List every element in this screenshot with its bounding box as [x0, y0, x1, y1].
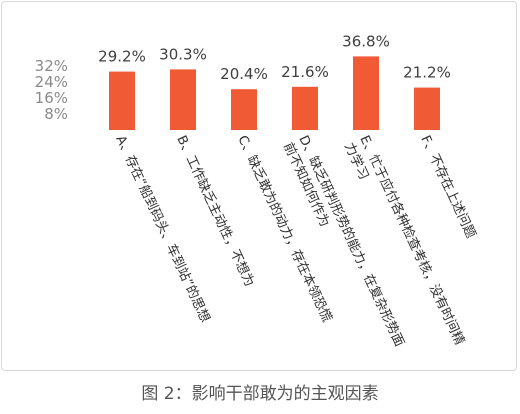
- bar: [109, 71, 135, 130]
- x-tick-label-line: F、不存在上述问题: [417, 133, 478, 240]
- x-tick-label: F、不存在上述问题: [417, 133, 478, 240]
- y-tick-label: 16%: [35, 89, 68, 107]
- data-label: 29.2%: [98, 48, 146, 66]
- bar-chart: 8%16%24%32%29.2%A、存在“船到码头、车到站”的思想30.3%B、…: [35, 32, 478, 349]
- bar: [353, 56, 379, 130]
- data-label: 20.4%: [220, 65, 268, 83]
- bar: [292, 86, 318, 130]
- y-tick-label: 32%: [35, 57, 68, 75]
- figure-caption: 图 2：影响干部敢为的主观因素: [141, 384, 379, 404]
- chart-frame: [1, 1, 517, 371]
- bar: [414, 87, 440, 130]
- bar: [170, 69, 196, 130]
- data-label: 21.2%: [403, 64, 451, 82]
- data-label: 36.8%: [342, 32, 390, 50]
- y-tick-label: 8%: [44, 105, 68, 123]
- x-tick-label-line: E、忙于应付各种检查考核，没有时间精: [356, 133, 467, 348]
- data-label: 21.6%: [281, 63, 329, 81]
- data-label: 30.3%: [159, 45, 207, 63]
- y-tick-label: 24%: [35, 73, 68, 91]
- bar: [231, 89, 257, 130]
